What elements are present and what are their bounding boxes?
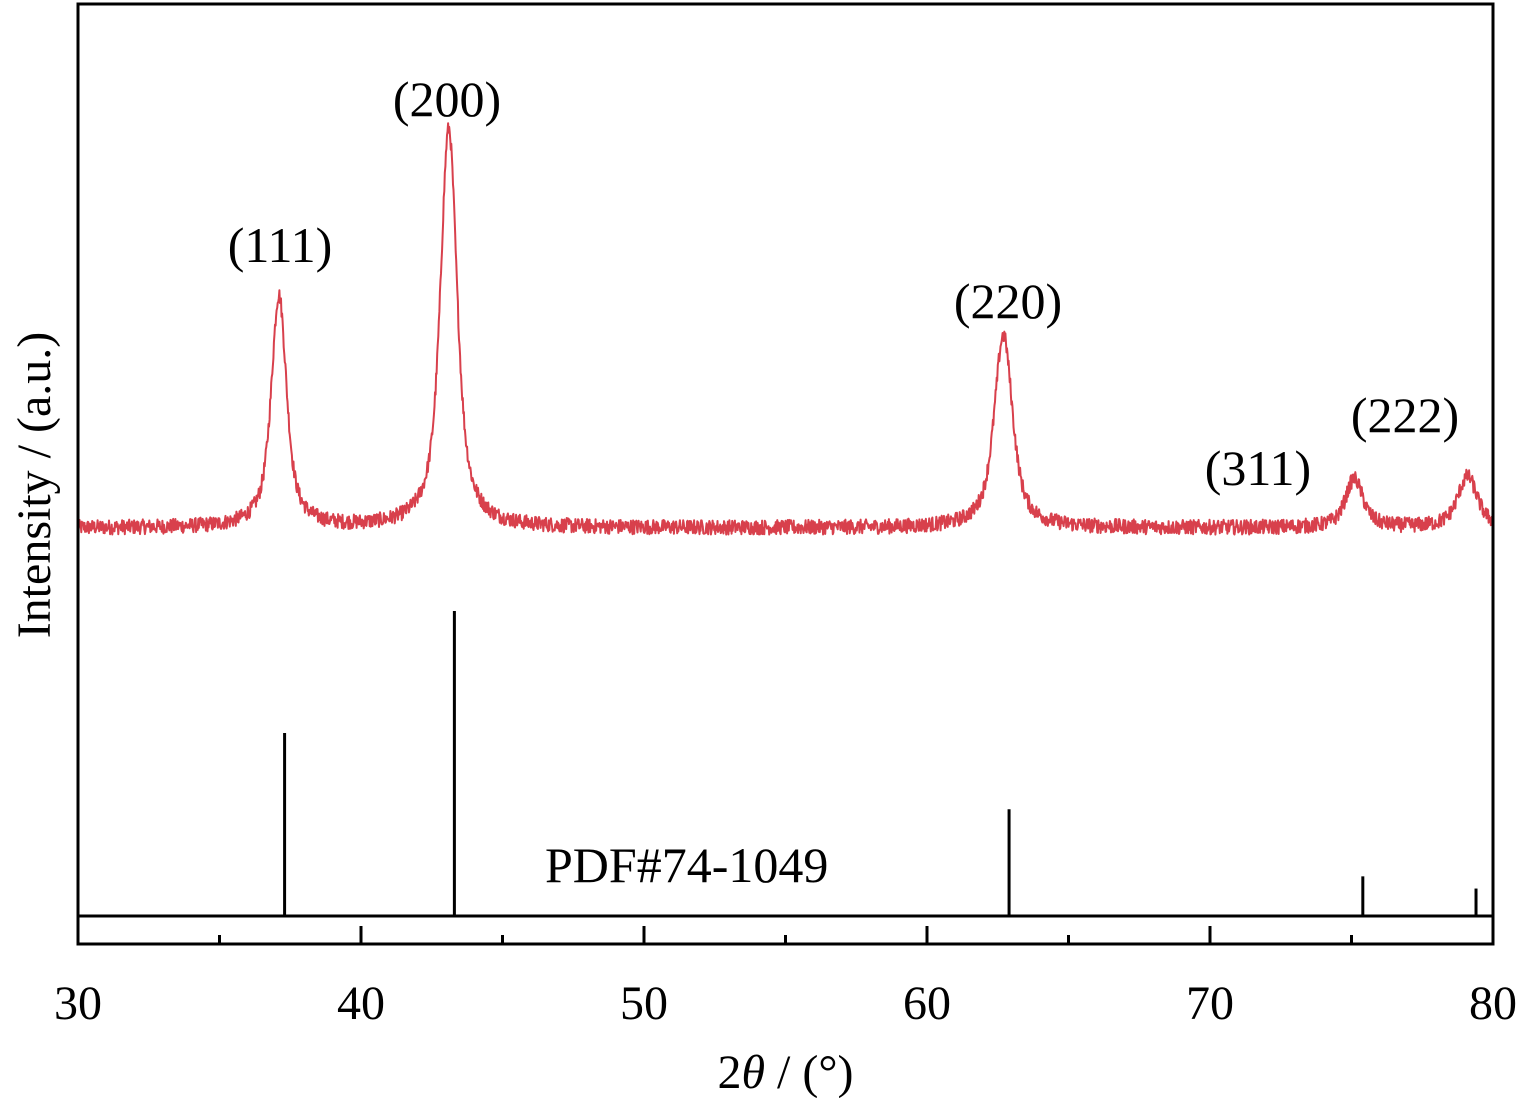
xrd-series xyxy=(77,122,1494,536)
xrd-trace xyxy=(77,122,1494,536)
peak-label: (220) xyxy=(954,273,1062,329)
y-axis-title: Intensity / (a.u.) xyxy=(8,332,61,639)
x-tick-label: 60 xyxy=(903,977,951,1030)
x-tick-label: 80 xyxy=(1469,977,1517,1030)
x-axis-title-prefix: 2 xyxy=(717,1046,741,1098)
peak-labels: (111) (200) (220) (311) (222) xyxy=(228,71,1459,496)
x-tick-label: 70 xyxy=(1186,977,1234,1030)
x-axis-title-symbol: θ xyxy=(741,1046,765,1098)
reference-pattern xyxy=(283,611,1478,916)
peak-label: (200) xyxy=(393,71,501,127)
x-axis-title-suffix: / (°) xyxy=(765,1046,854,1098)
x-axis-ticks: 30 40 50 60 70 80 xyxy=(54,926,1517,1030)
reference-label: PDF#74-1049 xyxy=(545,837,828,893)
x-tick-label: 40 xyxy=(337,977,385,1030)
x-tick-label: 30 xyxy=(54,977,102,1030)
peak-label: (311) xyxy=(1205,440,1311,496)
peak-label: (111) xyxy=(228,217,333,273)
x-tick-label: 50 xyxy=(620,977,668,1030)
peak-label: (222) xyxy=(1351,387,1459,443)
x-axis-title: 2θ / (°) xyxy=(717,1046,853,1098)
